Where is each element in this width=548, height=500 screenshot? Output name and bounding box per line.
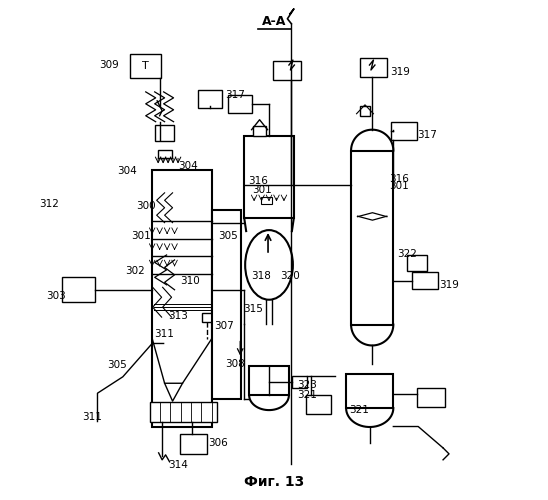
Text: 301: 301 (131, 231, 151, 241)
Text: 321: 321 (298, 390, 317, 400)
Bar (130, 54, 161, 78)
Bar (391, 122, 416, 140)
Text: 308: 308 (225, 360, 245, 370)
Text: 319: 319 (390, 67, 410, 77)
Bar (359, 106, 370, 116)
Bar (229, 96, 252, 114)
Text: 315: 315 (243, 304, 262, 314)
Text: 306: 306 (208, 438, 228, 448)
Text: А-А: А-А (262, 15, 286, 28)
Bar (150, 402, 217, 421)
Bar (62, 278, 95, 302)
Text: 320: 320 (280, 271, 300, 281)
Bar (155, 124, 174, 140)
Text: 316: 316 (248, 176, 268, 186)
Bar (253, 126, 266, 136)
Text: 311: 311 (153, 328, 174, 338)
Bar (351, 150, 393, 324)
Bar (152, 170, 212, 426)
Bar (417, 388, 444, 406)
Bar (293, 376, 307, 388)
Bar (212, 210, 241, 399)
Bar (244, 136, 294, 218)
Text: 319: 319 (439, 280, 459, 290)
Text: 302: 302 (125, 266, 145, 276)
Text: 322: 322 (397, 249, 417, 259)
Bar (261, 198, 272, 204)
Bar (412, 272, 438, 289)
Text: 309: 309 (99, 60, 119, 70)
Bar (198, 90, 222, 108)
Text: 317: 317 (416, 130, 437, 140)
Text: T: T (142, 61, 149, 71)
Bar (158, 150, 172, 158)
Text: 303: 303 (46, 290, 66, 300)
Text: 318: 318 (251, 271, 271, 281)
Bar (249, 366, 289, 395)
Text: 305: 305 (107, 360, 127, 370)
Text: 323: 323 (298, 380, 317, 390)
Text: 317: 317 (225, 90, 245, 100)
Bar (273, 61, 301, 80)
Text: Фиг. 13: Фиг. 13 (244, 475, 304, 489)
Text: 316: 316 (390, 174, 409, 184)
Text: 314: 314 (168, 460, 188, 470)
Text: 304: 304 (117, 166, 137, 176)
Text: 307: 307 (214, 320, 234, 330)
Bar (306, 395, 331, 414)
Text: 321: 321 (350, 405, 369, 415)
Text: 312: 312 (39, 200, 59, 209)
Text: 305: 305 (218, 231, 238, 241)
Text: 313: 313 (168, 310, 188, 320)
Text: 301: 301 (253, 186, 272, 196)
Text: 311: 311 (83, 412, 102, 422)
Bar (346, 374, 393, 408)
Bar (180, 434, 207, 454)
Text: 310: 310 (180, 276, 200, 286)
Text: 300: 300 (136, 201, 156, 211)
Bar (359, 58, 387, 77)
Text: 304: 304 (179, 162, 198, 172)
Text: 301: 301 (390, 182, 409, 192)
Bar (202, 313, 212, 322)
Bar (407, 255, 427, 271)
